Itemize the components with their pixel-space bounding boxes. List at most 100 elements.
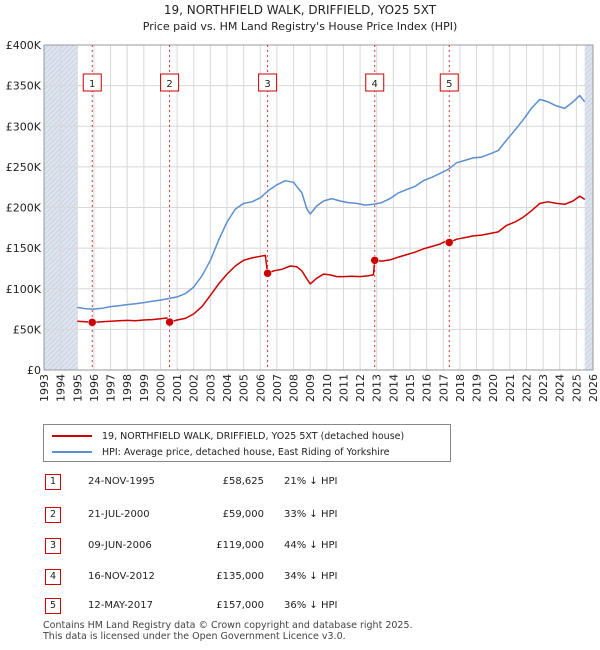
sale-date: 12-MAY-2017: [88, 600, 154, 611]
sale-price: £135,000: [216, 571, 264, 582]
hatch-line: [584, 331, 594, 341]
table-row: 2 21-JUL-2000 £59,000 33% ↓ HPI: [0, 505, 600, 525]
legend-label-hpi: HPI: Average price, detached house, East…: [102, 446, 390, 458]
chart-title: 19, NORTHFIELD WALK, DRIFFIELD, YO25 5XT: [164, 3, 437, 17]
x-tick-label: 2011: [337, 374, 350, 402]
sale-number-badge: 3: [45, 538, 61, 554]
hatch-line: [584, 51, 594, 61]
hatch-line: [584, 91, 594, 101]
hatch-line: [584, 261, 594, 271]
hatch-line: [584, 76, 594, 86]
x-tick-label: 2014: [387, 374, 400, 402]
hatch-line: [58, 351, 78, 371]
y-tick-label: £50K: [13, 323, 42, 336]
hatch-line: [584, 46, 594, 56]
y-tick-label: £400K: [6, 39, 42, 52]
hatch-line: [584, 181, 594, 191]
sale-price: £119,000: [216, 540, 264, 551]
x-tick-label: 2000: [154, 374, 167, 402]
hatch-line: [584, 111, 594, 121]
sale-marker-badge: [439, 73, 459, 92]
x-tick-label: 2023: [537, 374, 550, 402]
hatch-line: [584, 231, 594, 241]
x-tick-label: 1995: [71, 374, 84, 402]
legend-line-hpi: [52, 451, 92, 453]
sale-price: £59,000: [222, 509, 264, 520]
hatch-line: [584, 211, 594, 221]
sale-hpi-diff: 34% ↓ HPI: [284, 571, 338, 582]
hatch-line: [73, 366, 78, 371]
hatch-line: [584, 251, 594, 261]
hatch-line: [584, 326, 594, 336]
legend: 19, NORTHFIELD WALK, DRIFFIELD, YO25 5XT…: [43, 424, 451, 462]
footer-line-licence: This data is licensed under the Open Gov…: [43, 631, 346, 642]
hatch-line: [43, 44, 50, 51]
x-tick-label: 2025: [570, 374, 583, 402]
x-tick-label: 2009: [304, 374, 317, 402]
hatch-line: [63, 356, 78, 371]
sale-hpi-diff: 36% ↓ HPI: [284, 600, 338, 611]
sale-marker-badge: [365, 73, 385, 92]
hatch-line: [48, 341, 78, 371]
x-tick-label: 2007: [271, 374, 284, 402]
table-row: 1 24-NOV-1995 £58,625 21% ↓ HPI: [0, 472, 600, 492]
sale-point: [263, 269, 272, 278]
hatch-line: [584, 86, 594, 96]
sale-number-badge: 1: [45, 474, 61, 490]
hatch-line: [584, 136, 594, 146]
hatch-line: [584, 71, 594, 81]
sale-marker-badge: [82, 73, 102, 92]
hatch-line: [584, 44, 590, 51]
sale-hpi-diff: 33% ↓ HPI: [284, 509, 338, 520]
y-tick-label: £100K: [6, 283, 42, 296]
sale-date: 21-JUL-2000: [88, 509, 150, 520]
y-tick-label: £250K: [6, 161, 42, 174]
hatch-line: [584, 141, 594, 151]
hatch-line: [584, 271, 594, 281]
hatch-line: [43, 44, 70, 71]
x-tick-label: 2002: [188, 374, 201, 402]
sale-hpi-diff: 21% ↓ HPI: [284, 476, 338, 487]
table-row: 4 16-NOV-2012 £135,000 34% ↓ HPI: [0, 567, 600, 587]
sale-marker-label: 4: [372, 79, 378, 90]
x-tick-label: 1993: [38, 374, 51, 402]
hatch-line: [584, 106, 594, 116]
hatch-line: [584, 341, 594, 351]
x-tick-label: 2008: [288, 374, 301, 402]
sale-marker-badge: [160, 73, 180, 92]
sale-marker-badge: [258, 73, 278, 92]
x-tick-label: 2005: [238, 374, 251, 402]
x-tick-label: 2019: [471, 374, 484, 402]
hatch-line: [584, 186, 594, 196]
hatch-line: [584, 131, 594, 141]
hatch-line: [584, 171, 594, 181]
sale-date: 24-NOV-1995: [88, 476, 155, 487]
x-tick-label: 2026: [587, 374, 600, 402]
hatch-line: [584, 316, 594, 326]
x-tick-label: 2020: [487, 374, 500, 402]
sale-point: [165, 317, 174, 327]
sale-price: £157,000: [216, 600, 264, 611]
hatch-line: [584, 191, 594, 201]
sale-date: 16-NOV-2012: [88, 571, 155, 582]
hatch-line: [584, 176, 594, 186]
hatch-line: [68, 361, 78, 371]
hatch-line: [584, 96, 594, 106]
x-tick-label: 2010: [321, 374, 334, 402]
hatch-line: [584, 256, 594, 266]
footer-line-copyright: Contains HM Land Registry data © Crown c…: [43, 620, 413, 631]
sale-hpi-diff: 44% ↓ HPI: [284, 540, 338, 551]
hatch-line: [584, 61, 594, 71]
legend-label-property: 19, NORTHFIELD WALK, DRIFFIELD, YO25 5XT…: [102, 430, 405, 442]
hatch-line: [584, 266, 594, 276]
x-tick-label: 2018: [454, 374, 467, 402]
hatch-line: [43, 44, 75, 76]
chart-subtitle: Price paid vs. HM Land Registry's House …: [143, 20, 458, 33]
hatch-line: [53, 346, 78, 371]
hatch-line: [584, 151, 594, 161]
hatch-line: [584, 226, 594, 236]
x-tick-label: 2004: [221, 374, 234, 402]
sale-point: [445, 238, 454, 247]
hatch-line: [584, 301, 594, 311]
plot-area: £0 £50K £100K £150K £200K £250K £300K £350K £400…: [6, 39, 600, 402]
